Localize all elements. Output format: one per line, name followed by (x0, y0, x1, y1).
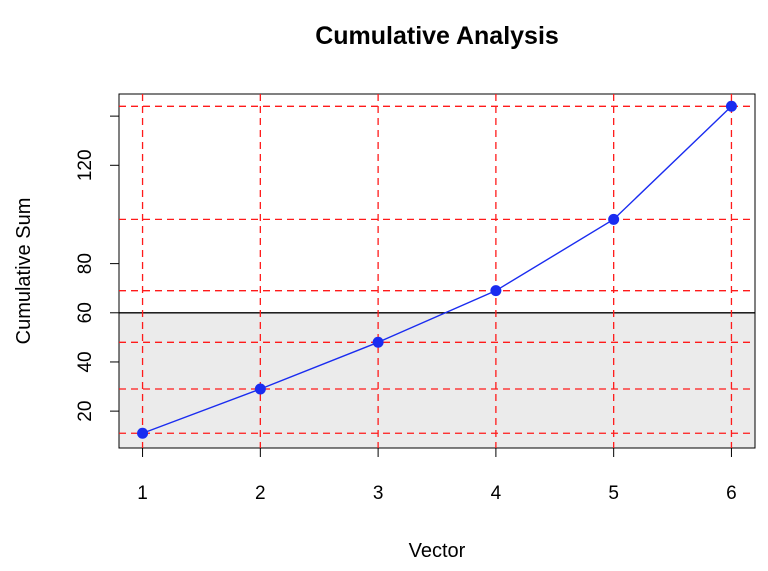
x-tick-label: 1 (137, 483, 148, 504)
data-point (608, 213, 620, 225)
y-tick-label: 60 (75, 302, 96, 323)
series-line (142, 105, 732, 434)
shaded-region (119, 312, 755, 448)
data-point (490, 285, 502, 297)
data-point (254, 383, 266, 395)
x-tick-label: 3 (373, 483, 384, 504)
x-tick-label: 6 (726, 483, 737, 504)
y-tick-label: 40 (75, 351, 96, 372)
y-tick-label: 120 (75, 149, 96, 181)
plot-area (118, 93, 756, 449)
data-point (725, 100, 737, 112)
plot-frame (118, 93, 756, 449)
x-tick-label: 4 (491, 483, 502, 504)
x-axis-label: Vector (409, 540, 466, 562)
y-axis-label: Cumulative Sum (13, 198, 35, 345)
y-tick-label: 80 (75, 253, 96, 274)
data-point (137, 427, 149, 439)
chart-title: Cumulative Analysis (315, 22, 559, 50)
y-tick-label: 20 (75, 401, 96, 422)
x-tick-label: 5 (608, 483, 619, 504)
x-tick-label: 2 (255, 483, 266, 504)
data-point (372, 336, 384, 348)
axis-ticks: 1 2 3 4 5 6 20 40 60 80 120 (75, 115, 737, 504)
